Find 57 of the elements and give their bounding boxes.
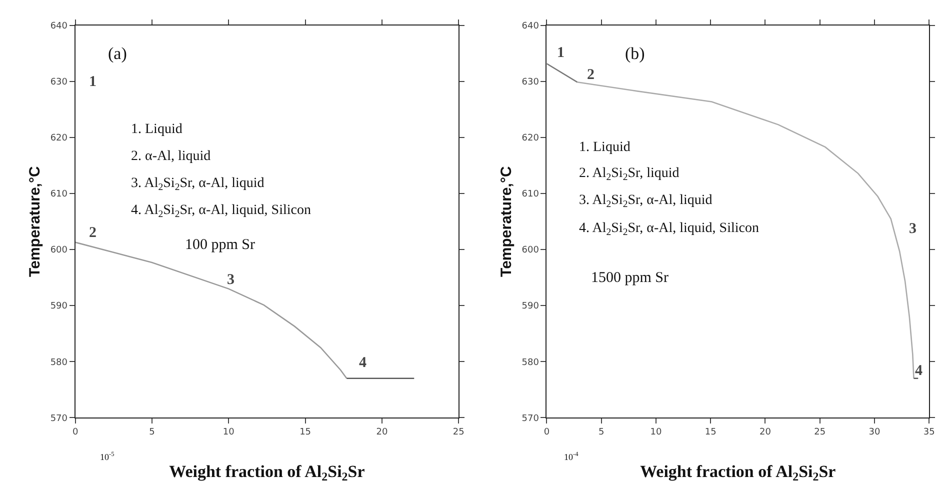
annotation: 1500 ppm Sr [591, 270, 669, 286]
annotation: 4. Al$_{2}$Si$_{2}$Sr, α-Al, liquid, Silicon [579, 221, 759, 238]
x-tick-label: 0 [544, 427, 550, 438]
annotation: 1 [557, 45, 564, 61]
y-tick-label: 580 [522, 358, 540, 368]
y-tick-label: 570 [522, 414, 540, 424]
y-tick-label: 600 [50, 246, 68, 256]
x-tick-label: 0 [72, 427, 78, 438]
x-tick-label: 10 [650, 427, 662, 438]
y-tick-label: 600 [522, 246, 540, 256]
annotation: 4 [915, 363, 923, 379]
x-tick-label: 15 [300, 427, 312, 438]
annotation: 3 [909, 221, 916, 237]
annotation: 3. Al$_{2}$Si$_{2}$Sr, α-Al, liquid [131, 176, 264, 193]
annotation: 100 ppm Sr [185, 237, 256, 253]
annotation: 2 [89, 225, 96, 241]
y-axis-title: Temperature,°C [26, 166, 44, 277]
annotation: 1. Liquid [579, 140, 630, 155]
x-axis-title: Weight fraction of Al$_{2}$Si$_{2}$Sr [169, 462, 366, 484]
line-series [576, 81, 914, 380]
text: 10$^{-4}$ [564, 451, 580, 462]
y-tick-label: 640 [522, 22, 540, 32]
y-tick-label: 580 [50, 358, 68, 368]
y-tick-label: 590 [50, 302, 68, 312]
annotation: 3. Al$_{2}$Si$_{2}$Sr, α-Al, liquid [579, 193, 712, 210]
y-tick-label: 630 [50, 78, 68, 88]
annotation: (a) [108, 44, 127, 63]
x-tick-label: 15 [704, 427, 716, 438]
x-tick-label: 25 [814, 427, 826, 438]
x-axis-title: Weight fraction of Al$_{2}$Si$_{2}$Sr [640, 462, 836, 484]
annotation: 1. Liquid [131, 122, 182, 137]
y-tick-label: 590 [522, 302, 540, 312]
annotation: 2. α-Al, liquid [131, 149, 211, 164]
x-tick-label: 5 [598, 427, 604, 438]
annotation: 2 [587, 67, 594, 83]
y-axis-title: Temperature,°C [498, 166, 516, 277]
x-tick-label: 20 [759, 427, 772, 438]
annotation: 4. Al$_{2}$Si$_{2}$Sr, α-Al, liquid, Silicon [131, 203, 311, 220]
x-tick-label: 25 [452, 427, 464, 438]
x-tick-label: 20 [376, 427, 388, 438]
y-tick-label: 640 [50, 22, 68, 32]
y-tick-label: 620 [50, 134, 68, 144]
y-tick-label: 570 [50, 414, 68, 424]
annotation: 2. Al$_{2}$Si$_{2}$Sr, liquid [579, 166, 680, 183]
x-tick-label: 35 [923, 427, 935, 438]
y-tick-label: 630 [522, 78, 540, 88]
annotation: (b) [625, 44, 645, 63]
y-tick-label: 610 [50, 190, 68, 200]
x-tick-label: 30 [868, 427, 880, 438]
annotation: 3 [227, 272, 234, 288]
text: 10$^{-5}$ [100, 451, 114, 462]
annotation: 1 [89, 74, 96, 90]
annotation: 4 [359, 355, 367, 371]
y-tick-label: 620 [522, 134, 540, 144]
x-tick-label: 10 [222, 427, 235, 438]
y-tick-label: 610 [522, 190, 540, 200]
x-tick-label: 5 [149, 427, 155, 438]
